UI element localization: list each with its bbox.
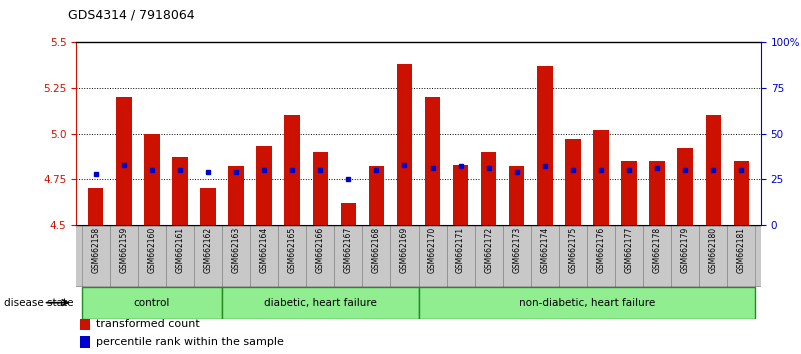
Text: GSM662162: GSM662162: [203, 227, 212, 273]
Bar: [88, 188, 103, 225]
Bar: [699, 225, 727, 287]
Text: disease state: disease state: [4, 298, 74, 308]
Text: GSM662164: GSM662164: [260, 227, 268, 273]
Bar: [80, 336, 90, 348]
Bar: [734, 161, 749, 225]
Text: GSM662161: GSM662161: [175, 227, 184, 273]
Bar: [615, 225, 643, 287]
Bar: [390, 225, 418, 287]
Text: GSM662159: GSM662159: [119, 227, 128, 273]
Bar: [671, 225, 699, 287]
Text: GSM662171: GSM662171: [456, 227, 465, 273]
Text: GSM662177: GSM662177: [625, 227, 634, 273]
Text: GSM662160: GSM662160: [147, 227, 156, 273]
Bar: [82, 225, 110, 287]
Text: GSM662165: GSM662165: [288, 227, 296, 273]
Bar: [418, 287, 755, 319]
Bar: [340, 203, 356, 225]
Text: GSM662180: GSM662180: [709, 227, 718, 273]
Text: GSM662174: GSM662174: [541, 227, 549, 273]
Bar: [509, 166, 525, 225]
Bar: [537, 66, 553, 225]
Bar: [334, 225, 362, 287]
Bar: [368, 166, 384, 225]
Bar: [82, 287, 222, 319]
Bar: [284, 115, 300, 225]
Bar: [418, 225, 447, 287]
Bar: [643, 225, 671, 287]
Text: GSM662173: GSM662173: [513, 227, 521, 273]
Text: GSM662175: GSM662175: [569, 227, 578, 273]
Text: non-diabetic, heart failure: non-diabetic, heart failure: [519, 298, 655, 308]
Bar: [622, 161, 637, 225]
Bar: [138, 225, 166, 287]
Bar: [587, 225, 615, 287]
Bar: [531, 225, 559, 287]
Text: GSM662176: GSM662176: [597, 227, 606, 273]
Bar: [481, 152, 497, 225]
Text: GSM662170: GSM662170: [428, 227, 437, 273]
Bar: [475, 225, 503, 287]
Bar: [594, 130, 609, 225]
Text: GSM662172: GSM662172: [484, 227, 493, 273]
Bar: [706, 115, 721, 225]
Bar: [503, 225, 531, 287]
Text: transformed count: transformed count: [96, 319, 200, 329]
Bar: [650, 161, 665, 225]
Text: GSM662178: GSM662178: [653, 227, 662, 273]
Bar: [256, 147, 272, 225]
Bar: [396, 64, 413, 225]
Bar: [200, 188, 215, 225]
Bar: [425, 97, 441, 225]
Text: GSM662167: GSM662167: [344, 227, 353, 273]
Text: GSM662179: GSM662179: [681, 227, 690, 273]
Text: control: control: [134, 298, 170, 308]
Bar: [166, 225, 194, 287]
Bar: [80, 319, 90, 330]
Text: GSM662169: GSM662169: [400, 227, 409, 273]
Bar: [566, 139, 581, 225]
Bar: [144, 133, 159, 225]
Bar: [278, 225, 306, 287]
Text: GDS4314 / 7918064: GDS4314 / 7918064: [68, 8, 195, 21]
Text: diabetic, heart failure: diabetic, heart failure: [264, 298, 376, 308]
Bar: [194, 225, 222, 287]
Text: GSM662163: GSM662163: [231, 227, 240, 273]
Bar: [306, 225, 334, 287]
Text: GSM662168: GSM662168: [372, 227, 381, 273]
Bar: [172, 157, 187, 225]
Text: GSM662158: GSM662158: [91, 227, 100, 273]
Bar: [447, 225, 475, 287]
Bar: [559, 225, 587, 287]
Bar: [312, 152, 328, 225]
Bar: [250, 225, 278, 287]
Text: percentile rank within the sample: percentile rank within the sample: [96, 337, 284, 347]
Bar: [222, 225, 250, 287]
Bar: [110, 225, 138, 287]
Bar: [222, 287, 418, 319]
Bar: [678, 148, 693, 225]
Bar: [727, 225, 755, 287]
Bar: [453, 165, 469, 225]
Text: GSM662166: GSM662166: [316, 227, 324, 273]
Bar: [362, 225, 390, 287]
Bar: [228, 166, 244, 225]
Text: GSM662181: GSM662181: [737, 227, 746, 273]
Bar: [116, 97, 131, 225]
